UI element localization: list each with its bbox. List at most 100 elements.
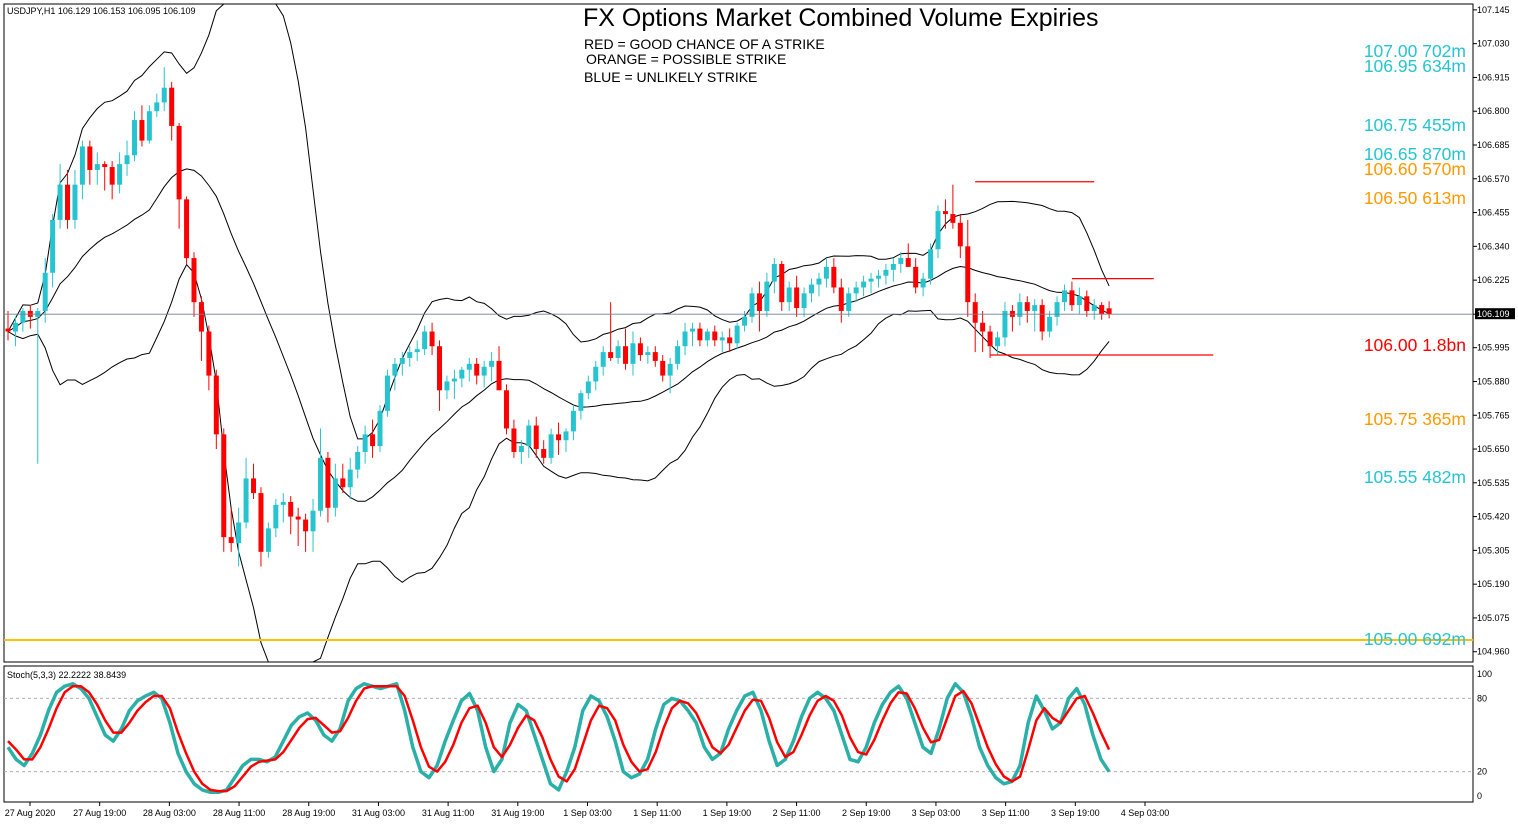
candle-body [355,451,361,470]
stoch-tick-label: 80 [1477,693,1487,703]
candle-body [645,352,651,356]
candle-body [169,87,175,126]
candle-body [809,284,815,294]
stoch-line-main [6,682,1111,795]
candle-body [377,410,383,447]
candle-body [12,322,18,332]
candle-body [384,375,390,411]
y-tick-label: 105.190 [1477,579,1510,589]
x-tick-label: 2 Sep 11:00 [773,808,821,818]
candle-body [161,87,167,103]
candle-body [124,155,130,165]
chart-title: FX Options Market Combined Volume Expiri… [583,4,1099,32]
candle-body [87,146,93,170]
candle-body [102,164,108,168]
y-tick-label: 106.340 [1477,241,1510,251]
candle-body [898,258,904,264]
candle-body [317,457,323,511]
candle-body [749,293,755,317]
y-tick-label: 106.685 [1477,140,1510,150]
candle-body [251,478,257,494]
y-tick-label: 105.305 [1477,545,1510,555]
candle-body [608,352,614,358]
expiry-label: 106.60 570m [1363,158,1466,179]
candle-body [593,366,599,382]
candle-body [437,346,443,391]
candle-body [965,246,971,303]
candle-body [5,328,11,332]
x-tick-label: 28 Aug 03:00 [143,808,196,818]
x-tick-label: 28 Aug 19:00 [282,808,335,818]
price-axis: 107.145 107.030 106.915 106.800 106.685 106.5… [1473,5,1510,657]
candle-body [771,263,777,282]
stoch-tick-label: 20 [1477,767,1487,777]
candle-body [65,184,71,220]
candle-body [861,281,867,288]
candle-body [213,375,219,435]
bollinger-upper-band [7,3,1110,440]
legend-orange: ORANGE = POSSIBLE STRIKE [586,51,787,67]
expiry-label: 106.00 1.8bn [1363,335,1466,356]
candle-body [578,393,584,411]
candle-body [1017,302,1023,317]
candle-body [94,164,100,170]
x-tick-label: 4 Sep 03:00 [1121,808,1170,818]
candle-body [303,519,309,532]
candle-body [228,537,234,544]
candle-body [920,278,926,288]
x-tick-label: 3 Sep 19:00 [1051,808,1100,818]
stoch-panel-frame [3,665,1474,803]
candle-body [1069,290,1075,306]
candle-body [541,449,547,458]
candle-body [563,431,569,441]
candles [5,67,1112,567]
candle-body [332,478,338,508]
candle-body [310,510,316,532]
candle-body [1039,305,1045,332]
candle-body [526,425,532,447]
expiry-label: 106.95 634m [1363,56,1466,77]
y-tick-label: 106.455 [1477,208,1510,218]
candle-body [258,493,264,552]
candle-body [846,293,852,311]
candle-body [995,337,1001,347]
candle-body [109,167,115,185]
candle-body [1106,308,1112,315]
expiry-label: 106.65 870m [1363,144,1466,165]
x-tick-label: 3 Sep 11:00 [982,808,1030,818]
candle-body [1084,296,1090,311]
candle-body [50,219,56,273]
candle-body [556,434,562,441]
candle-body [503,390,509,429]
candle-body [667,363,673,376]
y-tick-label: 105.765 [1477,410,1510,420]
candle-body [585,381,591,394]
candle-body [533,425,539,450]
candle-body [623,346,629,364]
candle-body [518,446,524,452]
candle-body [176,125,182,200]
y-tick-label: 107.145 [1477,5,1510,15]
x-tick-label: 27 Aug 19:00 [73,808,126,818]
candle-body [853,287,859,294]
y-tick-label: 107.030 [1477,39,1510,49]
x-tick-label: 1 Sep 03:00 [563,808,612,818]
legend-red: RED = GOOD CHANCE OF A STRIKE [584,36,825,52]
candle-body [801,293,807,309]
candle-body [942,211,948,215]
candle-body [570,410,576,432]
annotation-lines [4,181,1473,641]
candle-body [987,331,993,347]
candle-body [459,369,465,379]
current-price-tag-label: 106.109 [1477,309,1510,319]
candle-body [980,322,986,332]
candle-body [206,331,212,376]
expiry-label: 107.00 702m [1363,41,1466,62]
candle-body [600,352,606,367]
candle-body [451,378,457,382]
candle-body [1054,302,1060,317]
candle-body [325,457,331,508]
candle-body [1061,290,1067,303]
candle-body [511,428,517,452]
candle-body [838,287,844,311]
